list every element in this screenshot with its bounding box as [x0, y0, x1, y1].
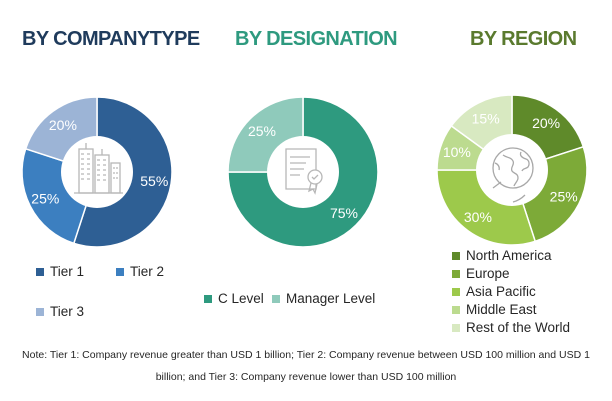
data-label: 25%: [31, 190, 59, 206]
legend-swatch: [452, 251, 460, 260]
legend-item: North America: [452, 248, 552, 263]
legend-swatch: [452, 323, 460, 332]
legend-swatch: [36, 267, 44, 276]
data-label: 10%: [443, 144, 471, 160]
donut-center-hole: [61, 136, 133, 208]
legend-swatch: [452, 269, 460, 278]
donut-region: 20% 25% 30% 10% 15%: [436, 94, 588, 246]
data-label: 20%: [49, 117, 77, 133]
legend-item: Asia Pacific: [452, 284, 536, 299]
legend-swatch: [116, 267, 124, 276]
legend-item: Rest of the World: [452, 320, 570, 335]
legend-label: Tier 1: [50, 264, 85, 279]
legend-label: Tier 2: [130, 264, 165, 279]
legend-label: North America: [466, 248, 552, 263]
donut-company-type: 55% 25% 20%: [21, 96, 173, 248]
legend-item: Manager Level: [272, 291, 375, 306]
legend-swatch: [452, 305, 460, 314]
legend-label: C Level: [218, 291, 264, 306]
legend-label: Asia Pacific: [466, 284, 536, 299]
data-label: 55%: [140, 173, 168, 189]
legend-item: Tier 1: [36, 264, 84, 279]
data-label: 75%: [330, 205, 358, 221]
legend-label: Manager Level: [286, 291, 376, 306]
certificate-icon: [285, 148, 323, 195]
chart-title-region: BY REGION: [470, 28, 577, 50]
legend-swatch: [452, 287, 460, 296]
globe-icon: [492, 147, 534, 203]
donut-designation: 75% 25%: [227, 96, 379, 248]
legend-label: Europe: [466, 266, 510, 281]
legend-swatch: [272, 294, 280, 303]
legend-item: Europe: [452, 266, 510, 281]
data-label: 25%: [248, 123, 276, 139]
footnote: Note: Tier 1: Company revenue greater th…: [22, 349, 590, 383]
legend-swatch: [36, 307, 44, 316]
legend-label: Rest of the World: [466, 320, 571, 335]
legend-swatch: [204, 294, 212, 303]
data-label: 30%: [464, 209, 492, 225]
data-label: 25%: [550, 188, 578, 204]
legend-item: C Level: [204, 291, 264, 306]
data-label: 20%: [532, 115, 560, 131]
donut-center-hole: [267, 136, 339, 208]
buildings-icon: [74, 143, 123, 194]
chart-title-company-type: BY COMPANYTYPE: [22, 28, 200, 50]
chart-title-designation: BY DESIGNATION: [235, 28, 398, 50]
legend-label: Tier 3: [50, 304, 85, 319]
data-label: 15%: [472, 110, 500, 126]
legend-item: Middle East: [452, 302, 537, 317]
legend-item: Tier 2: [116, 264, 164, 279]
legend-item: Tier 3: [36, 304, 84, 319]
slice-c-level: [227, 96, 379, 248]
legend-label: Middle East: [466, 302, 537, 317]
